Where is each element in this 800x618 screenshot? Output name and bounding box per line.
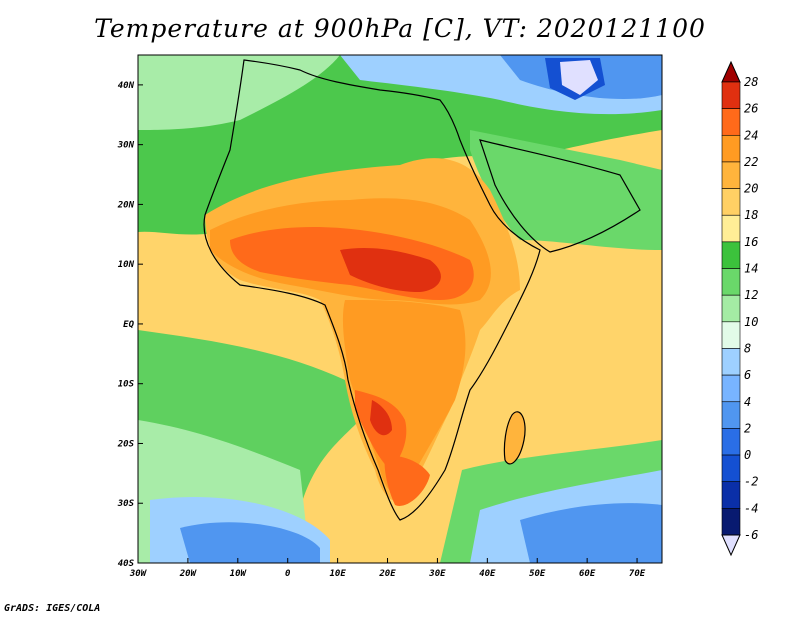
colorbar-swatch	[721, 81, 741, 109]
colorbar-swatch	[721, 428, 741, 456]
lat-label: EQ	[123, 320, 134, 330]
colorbar-swatch	[721, 294, 741, 323]
lat-label: 40S	[118, 559, 135, 569]
colorbar-swatch	[721, 241, 741, 269]
lon-label: 60E	[579, 569, 596, 579]
temperature-field	[138, 55, 662, 563]
colorbar-swatch	[721, 188, 741, 216]
colorbar-label: 16	[744, 235, 758, 249]
map-title: Temperature at 900hPa [C], VT: 202012110…	[94, 14, 706, 43]
lat-label: 30N	[117, 141, 135, 151]
colorbar-label: 18	[744, 208, 758, 222]
colorbar-swatch	[721, 134, 741, 163]
colorbar-label: 0	[744, 448, 751, 462]
lat-label: 30S	[117, 499, 135, 509]
colorbar-label: -4	[744, 501, 758, 515]
temperature-map: 40N 30N 20N 10N EQ 10S 20S 30S 40S 30W 20W 10W 0 10E…	[117, 54, 758, 579]
colorbar-swatch	[721, 214, 741, 243]
colorbar-swatch	[721, 481, 741, 509]
lon-label: 20W	[179, 569, 198, 579]
lat-label: 20N	[117, 200, 135, 210]
colorbar-swatch	[721, 348, 741, 376]
colorbar-swatch	[721, 508, 741, 536]
lon-label: 50E	[529, 569, 546, 579]
lon-label: 20E	[378, 569, 396, 579]
colorbar-label: 20	[744, 182, 758, 196]
latitude-axis: 40N 30N 20N 10N EQ 10S 20S 30S 40S	[117, 81, 143, 569]
colorbar-label: -2	[744, 475, 758, 489]
colorbar-swatch	[721, 108, 741, 136]
lat-label: 10N	[118, 260, 135, 270]
lon-label: 0	[285, 569, 291, 579]
lat-label: 40N	[118, 81, 135, 91]
colorbar-swatch	[721, 268, 741, 296]
colorbar-label: 4	[744, 395, 751, 409]
colorbar-bottom-arrow	[721, 534, 741, 557]
colorbar-top-arrow	[721, 60, 741, 83]
lon-label: 40E	[479, 569, 496, 579]
lon-label: 10W	[230, 569, 248, 579]
colorbar-label: 12	[744, 288, 758, 302]
longitude-axis: 30W 20W 10W 0 10E 20E 30E 40E 50E 60E 70E	[129, 558, 646, 579]
colorbar-label: 2	[744, 421, 751, 435]
lat-label: 20S	[117, 439, 135, 449]
grads-credit: GrADS: IGES/COLA	[4, 603, 101, 614]
lon-label: 30E	[428, 569, 446, 579]
colorbar-label: 8	[744, 341, 751, 355]
lat-label: 10S	[118, 380, 135, 390]
colorbar-swatch	[721, 321, 741, 349]
colorbar-label: -6	[744, 528, 758, 542]
colorbar-label: 26	[744, 102, 758, 116]
lon-label: 10E	[329, 569, 346, 579]
colorbar-swatch	[721, 401, 741, 429]
map-frame	[137, 54, 663, 564]
colorbar-label: 14	[744, 262, 758, 276]
colorbar-label: 22	[744, 155, 758, 169]
colorbar-swatch	[721, 161, 741, 189]
lon-label: 30W	[129, 569, 148, 579]
lon-label: 70E	[629, 569, 646, 579]
colorbar-label: 6	[744, 368, 751, 382]
colorbar-label: 10	[744, 315, 758, 329]
colorbar-label: 28	[744, 75, 758, 89]
colorbar-swatch	[721, 454, 741, 483]
colorbar-label: 24	[744, 128, 758, 142]
coastline	[203, 59, 641, 521]
colorbar-swatch	[721, 374, 741, 403]
